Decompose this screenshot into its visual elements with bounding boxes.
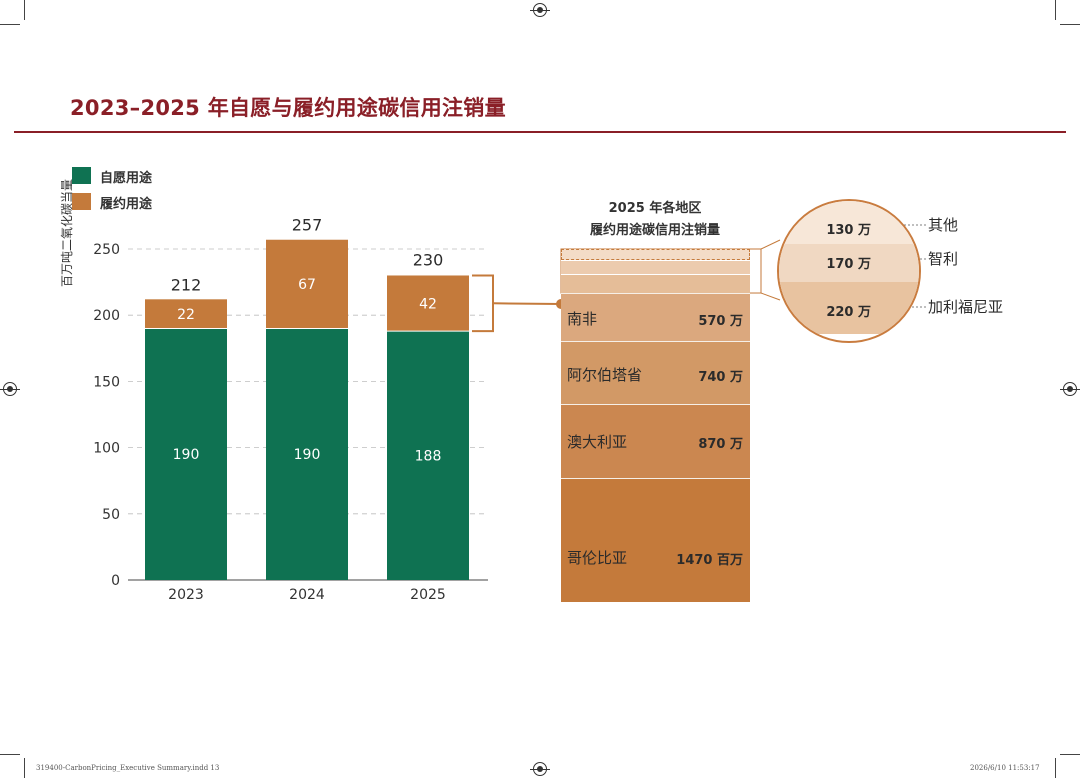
zoom-leader-line: [760, 292, 781, 301]
crop-mark: [24, 758, 25, 778]
region-value: 1470 百万: [676, 552, 743, 568]
data-label-total: 257: [292, 216, 323, 235]
zoom-region-name: 智利: [928, 250, 959, 268]
bar-voluntary-2024: [266, 328, 348, 580]
region-segment: 阿尔伯塔省 740 万: [561, 341, 750, 404]
zoom-region-name: 其他: [928, 216, 959, 234]
crop-mark: [1055, 0, 1056, 20]
zoom-region-name: 加利福尼亚: [928, 298, 1004, 316]
data-label-total: 230: [413, 250, 444, 269]
connector-line: [492, 302, 562, 305]
data-label-voluntary: 190: [173, 447, 200, 463]
page-title: 2023–2025 年自愿与履约用途碳信用注销量: [70, 96, 506, 120]
region-name: 哥伦比亚: [567, 548, 628, 567]
y-tick-label: 150: [93, 374, 120, 390]
bar-compliance-2023: [145, 299, 227, 329]
bar-voluntary-2023: [145, 328, 227, 580]
region-value: 570 万: [698, 314, 743, 330]
region-chart-title: 2025 年各地区 履约用途碳信用注销量: [560, 198, 750, 242]
crop-mark: [1060, 754, 1080, 755]
crop-mark: [1055, 758, 1056, 778]
zoom-value: 130 万: [826, 223, 871, 238]
region-segment: [561, 274, 750, 293]
y-tick-label: 100: [93, 441, 120, 457]
title-divider: [14, 131, 1066, 133]
y-tick-label: 0: [111, 573, 120, 589]
region-segment: [561, 260, 750, 275]
bar-compliance-2024: [266, 239, 348, 329]
zoom-detail-circle: 130 万 170 万 220 万: [777, 199, 921, 343]
region-value: 740 万: [698, 370, 743, 386]
x-tick-label: 2023: [168, 587, 204, 603]
region-name: 澳大利亚: [567, 432, 628, 451]
region-title-line-1: 2025 年各地区: [608, 201, 702, 216]
zoom-value: 220 万: [826, 305, 871, 320]
legend-label-compliance: 履约用途: [100, 197, 153, 212]
footer-file-name: 319400-CarbonPricing_Executive Summary.i…: [36, 764, 220, 772]
registration-mark-icon: [530, 762, 550, 776]
bar-voluntary-2025: [387, 331, 469, 580]
bar-compliance-2025: [387, 275, 469, 332]
y-tick-label: 250: [93, 242, 120, 258]
x-tick-label: 2024: [289, 587, 325, 603]
y-tick-label: 50: [102, 507, 120, 523]
legend-label-voluntary: 自愿用途: [100, 171, 153, 186]
data-label-total: 212: [171, 275, 202, 294]
crop-mark: [24, 0, 25, 20]
legend-swatch-compliance: [72, 193, 91, 210]
registration-mark-icon: [1060, 382, 1080, 396]
data-label-voluntary: 188: [415, 449, 442, 465]
region-value: 870 万: [698, 436, 743, 452]
region-stack: 哥伦比亚 1470 百万 澳大利亚 870 万 阿尔伯塔省 740 万 南非 570 万: [561, 249, 750, 602]
region-title-line-2: 履约用途碳信用注销量: [589, 223, 720, 238]
x-tick-label: 2025: [410, 587, 446, 603]
data-label-compliance: 67: [298, 277, 316, 293]
zoom-leader-line: [760, 239, 781, 250]
zoom-segment: 220 万: [779, 282, 919, 335]
zoom-value: 170 万: [826, 257, 871, 272]
region-name: 南非: [567, 310, 598, 329]
region-segment: [561, 249, 750, 260]
data-label-voluntary: 190: [294, 447, 321, 463]
bracket-connector: [472, 274, 494, 333]
data-label-compliance: 42: [419, 296, 437, 312]
registration-mark-icon: [530, 3, 550, 17]
legend-swatch-voluntary: [72, 167, 91, 184]
crop-mark: [1060, 24, 1080, 25]
data-label-compliance: 22: [177, 307, 195, 323]
region-segment: 哥伦比亚 1470 百万: [561, 477, 750, 602]
region-segment: 南非 570 万: [561, 293, 750, 342]
region-name: 阿尔伯塔省: [567, 366, 643, 385]
y-tick-label: 200: [93, 308, 120, 324]
zoom-segment: 130 万: [779, 201, 919, 245]
crop-mark: [0, 754, 20, 755]
crop-mark: [0, 24, 20, 25]
registration-mark-icon: [0, 382, 20, 396]
zoom-segment: 170 万: [779, 244, 919, 283]
region-segment: 澳大利亚 870 万: [561, 403, 750, 478]
footer-timestamp: 2026/6/10 11:53:17: [970, 764, 1040, 772]
